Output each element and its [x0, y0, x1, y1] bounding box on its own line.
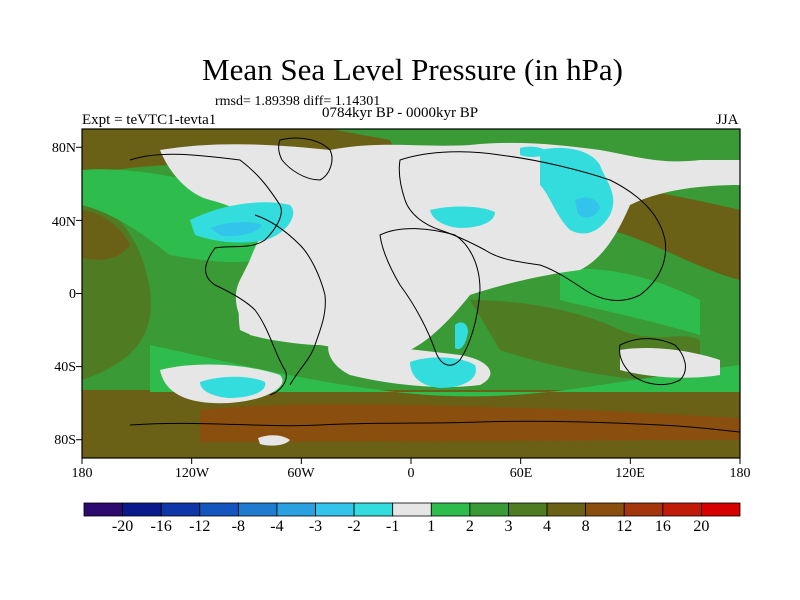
colorbar-swatch — [237, 502, 278, 517]
field-region — [520, 146, 548, 158]
colorbar-swatch — [83, 502, 123, 517]
coastline — [129, 420, 740, 433]
coastline — [379, 228, 481, 366]
map-plot-area — [82, 129, 740, 458]
colorbar-swatch — [160, 502, 201, 517]
colorbar-swatch — [199, 502, 239, 517]
colorbar-tick-label: -1 — [386, 518, 400, 535]
colorbar-swatch — [353, 502, 394, 517]
field-region — [575, 197, 600, 218]
colorbar-tick-label: 16 — [654, 518, 671, 535]
field-region — [455, 322, 468, 350]
colorbar-tick-label: -4 — [270, 518, 284, 535]
rmsd-diff-stats: rmsd= 1.89398 diff= 1.14301 — [215, 94, 381, 109]
map-title: Mean Sea Level Pressure (in hPa) — [202, 52, 623, 87]
field-region — [82, 210, 130, 260]
field-region — [560, 268, 700, 335]
field-region — [150, 345, 740, 397]
field-region — [210, 222, 262, 237]
colorbar-tick-label: 2 — [465, 518, 474, 535]
colorbar-swatch — [623, 502, 664, 517]
colorbar-tick-label: -16 — [150, 518, 172, 535]
colorbar-swatch — [122, 502, 162, 517]
field-region — [258, 435, 290, 446]
field-region — [620, 348, 720, 378]
colorbar-tick-label: 1 — [427, 518, 436, 535]
colorbar-swatch — [546, 502, 587, 517]
coastline — [398, 151, 667, 301]
colorbar-swatch — [392, 502, 432, 517]
colorbar-swatch — [469, 502, 509, 517]
time-period-label: 0784kyr BP - 0000kyr BP — [322, 105, 479, 121]
season-label: JJA — [716, 112, 739, 128]
field-region — [600, 180, 740, 280]
lon-label-120e: 120E — [615, 466, 645, 481]
colorbar-tick-label: 4 — [543, 518, 552, 535]
lon-label-0: 0 — [407, 466, 415, 481]
field-region — [200, 376, 266, 398]
axis-ticks — [76, 146, 741, 464]
coastline — [254, 214, 326, 386]
colorbar-tick-label: -8 — [231, 518, 245, 535]
colorbar — [83, 502, 741, 517]
colorbar-tick-label: -3 — [308, 518, 323, 535]
colorbar-tick-label: 12 — [616, 518, 633, 535]
lat-label-0: 0 — [69, 287, 76, 302]
lon-label-180w: 180 — [71, 466, 93, 481]
field-region — [410, 357, 476, 388]
colorbar-tick-label: 8 — [581, 518, 590, 535]
lon-label-60e: 60E — [509, 466, 533, 481]
field-region — [430, 206, 495, 228]
lon-label-60w: 60W — [287, 466, 315, 481]
experiment-label: Expt = teVTC1-tevta1 — [82, 112, 217, 128]
colorbar-swatch — [701, 502, 741, 517]
coastline — [619, 338, 686, 386]
colorbar-swatch — [276, 502, 316, 517]
colorbar-swatch — [662, 502, 702, 517]
colorbar-swatch — [508, 502, 548, 517]
lat-label-40n: 40N — [51, 215, 76, 230]
lat-label-40s: 40S — [54, 360, 76, 375]
lat-label-80s: 80S — [54, 433, 76, 448]
lat-label-80n: 80N — [51, 141, 76, 156]
coastline — [278, 137, 333, 181]
coastline — [129, 153, 287, 396]
colorbar-tick-label: -20 — [111, 518, 134, 535]
colorbar-swatch — [315, 502, 355, 517]
field-region — [200, 404, 740, 442]
colorbar-tick-label: -2 — [347, 518, 361, 535]
colorbar-tick-label: 3 — [504, 518, 513, 535]
colorbar-swatch — [585, 502, 625, 517]
coastlines — [129, 137, 740, 433]
colorbar-tick-label: 20 — [693, 518, 710, 535]
lon-label-120w: 120W — [174, 466, 210, 481]
colorbar-swatch — [430, 502, 471, 517]
colorbar-tick-label: -12 — [189, 518, 211, 535]
lon-label-180e: 180 — [729, 466, 751, 481]
